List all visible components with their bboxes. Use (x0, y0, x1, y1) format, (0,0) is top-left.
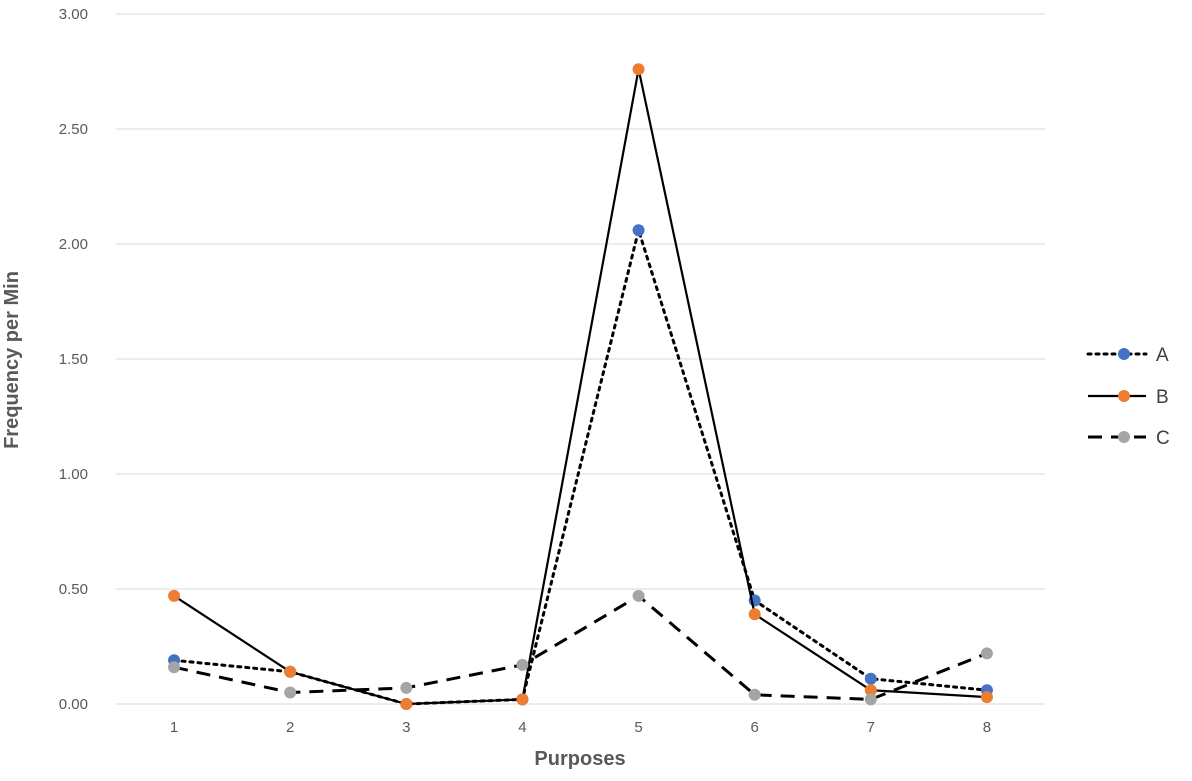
data-point (400, 698, 413, 710)
series-C (168, 589, 993, 706)
y-tick-label: 0.00 (59, 696, 88, 713)
data-point (748, 608, 761, 621)
data-point (632, 589, 645, 602)
data-point (516, 658, 529, 671)
data-point (168, 661, 181, 674)
legend-marker (1118, 348, 1130, 360)
data-point (400, 681, 413, 694)
data-point (168, 589, 181, 602)
x-tick-label: 2 (286, 719, 294, 736)
series-A (168, 224, 993, 710)
series-line (173, 594, 988, 701)
legend-label: A (1156, 345, 1169, 366)
legend-label: C (1156, 428, 1170, 449)
data-point (864, 684, 877, 697)
data-point (284, 686, 297, 699)
x-tick-label: 7 (867, 719, 875, 736)
y-tick-label: 1.00 (59, 466, 88, 483)
y-axis-ticks: 0.00 0.50 1.00 1.50 2.00 2.50 3.00 (59, 6, 88, 713)
x-axis-title: Purposes (534, 748, 625, 770)
legend-item-C: C (1088, 428, 1170, 449)
y-tick-label: 0.50 (59, 581, 88, 598)
data-point (864, 672, 877, 685)
data-point (632, 224, 645, 237)
legend-marker (1118, 390, 1130, 402)
y-tick-label: 2.00 (59, 236, 88, 253)
series-group (168, 63, 993, 710)
series-line (173, 68, 987, 706)
x-tick-label: 1 (170, 719, 178, 736)
legend-marker (1118, 431, 1130, 443)
x-tick-label: 5 (634, 719, 642, 736)
x-tick-label: 6 (751, 719, 759, 736)
x-tick-label: 8 (983, 719, 991, 736)
x-tick-label: 3 (402, 719, 410, 736)
legend: ABC (1086, 345, 1170, 449)
data-point (632, 63, 645, 76)
y-tick-label: 3.00 (59, 6, 88, 23)
y-tick-label: 1.50 (59, 351, 88, 368)
data-point (748, 688, 761, 701)
legend-item-B: B (1088, 387, 1169, 408)
data-point (284, 665, 297, 678)
y-tick-label: 2.50 (59, 121, 88, 138)
x-tick-label: 4 (518, 719, 526, 736)
legend-label: B (1156, 387, 1169, 408)
gridlines (116, 13, 1045, 705)
data-point (864, 693, 877, 706)
x-axis-ticks: 1 2 3 4 5 6 7 8 (170, 719, 991, 736)
series-line (172, 228, 989, 706)
series-B (168, 63, 993, 710)
y-axis-title: Frequency per Min (1, 271, 23, 449)
data-point (980, 647, 993, 660)
legend-item-A: A (1086, 345, 1169, 366)
data-point (516, 693, 529, 706)
data-point (980, 691, 993, 704)
